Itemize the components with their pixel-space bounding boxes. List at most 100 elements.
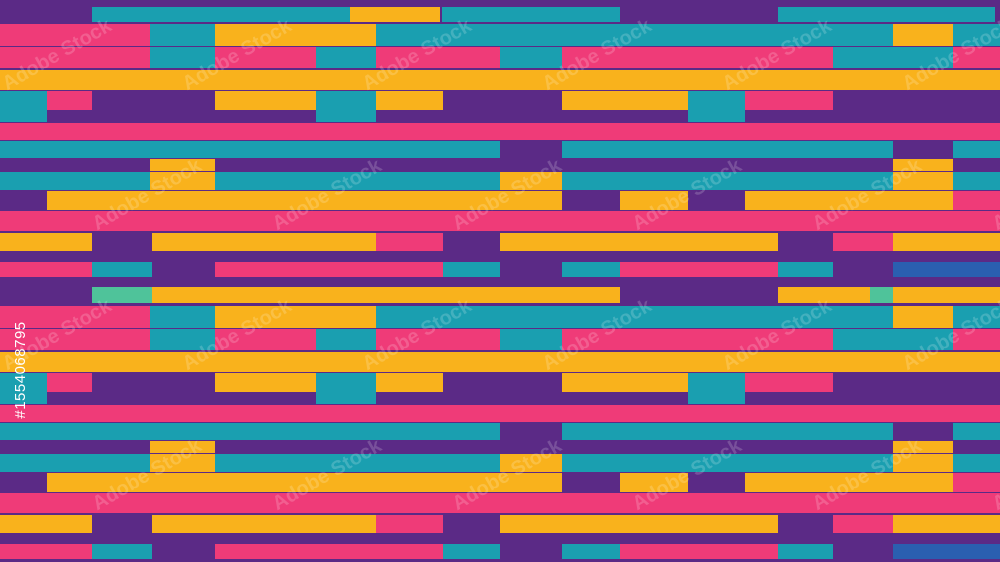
stripe	[92, 544, 152, 559]
stripe	[953, 191, 1000, 210]
stripe	[376, 515, 443, 533]
stripe	[620, 544, 778, 559]
stripe	[0, 352, 1000, 372]
stripe	[0, 141, 500, 158]
stripe	[893, 262, 1000, 277]
stripe	[215, 544, 443, 559]
stripe	[953, 172, 1000, 190]
stripe	[0, 211, 1000, 231]
stripe	[215, 373, 316, 392]
stripe	[215, 91, 316, 110]
stripe	[316, 47, 376, 68]
stripe	[620, 191, 688, 210]
stripe	[562, 423, 893, 440]
stripe	[893, 233, 1000, 251]
stripe	[150, 454, 215, 472]
stripe	[376, 306, 893, 328]
stripe	[500, 233, 778, 251]
stripe	[316, 329, 376, 350]
stripe	[150, 306, 215, 328]
stripe	[893, 24, 953, 46]
stripe	[0, 24, 150, 46]
stripe	[562, 141, 893, 158]
stripe	[47, 373, 92, 392]
stripe	[778, 262, 833, 277]
stripe	[745, 191, 953, 210]
stripe	[150, 24, 215, 46]
stripe	[0, 392, 47, 404]
stripe	[688, 373, 745, 392]
stripe	[215, 306, 376, 328]
stripe	[620, 262, 778, 277]
stripe	[150, 172, 215, 190]
stripe	[215, 172, 500, 190]
stripe	[833, 47, 953, 68]
stripe	[215, 329, 316, 350]
stripe	[953, 423, 1000, 440]
stripe	[215, 262, 443, 277]
stripe	[150, 47, 215, 68]
stripe	[316, 392, 376, 404]
stripe	[152, 233, 376, 251]
stripe	[953, 141, 1000, 158]
stripe	[443, 544, 500, 559]
stripe	[443, 262, 500, 277]
stripe	[953, 329, 1000, 350]
stripe	[745, 473, 953, 492]
stripe	[500, 172, 562, 190]
stripe	[893, 544, 1000, 559]
stripe	[953, 473, 1000, 492]
stripe	[376, 24, 893, 46]
stripe	[0, 493, 1000, 513]
stripes	[0, 7, 1000, 559]
stripe	[0, 423, 500, 440]
stripe	[893, 515, 1000, 533]
stripe	[316, 91, 376, 110]
stripe	[0, 515, 92, 533]
stripe	[778, 7, 995, 22]
stripe	[152, 287, 620, 303]
stripe	[562, 172, 893, 190]
stripe	[620, 473, 688, 492]
stripe	[0, 123, 1000, 140]
stripe	[500, 454, 562, 472]
stripe	[953, 454, 1000, 472]
stripe	[376, 47, 500, 68]
stripe	[893, 454, 953, 472]
stripe	[442, 7, 620, 22]
image-id: #1554068795	[12, 321, 29, 418]
stripe	[376, 373, 443, 392]
stripe	[92, 262, 152, 277]
stripe	[92, 287, 152, 303]
stripe	[47, 473, 562, 492]
stripe	[953, 47, 1000, 68]
stripe	[500, 515, 778, 533]
stripe	[47, 191, 562, 210]
stripe	[0, 405, 1000, 422]
stripe	[562, 454, 893, 472]
stripe	[0, 454, 150, 472]
stripe	[47, 91, 92, 110]
stripe	[0, 233, 92, 251]
stripe	[350, 7, 440, 22]
stripe	[562, 262, 620, 277]
stripe	[150, 441, 215, 453]
stripe	[953, 24, 1000, 46]
stripe	[562, 373, 688, 392]
stripe	[0, 110, 47, 122]
stripe	[745, 91, 833, 110]
stripe	[893, 306, 953, 328]
stripe	[833, 233, 893, 251]
stripe	[376, 91, 443, 110]
stripe	[316, 110, 376, 122]
stripe	[562, 91, 688, 110]
stripe	[215, 47, 316, 68]
stripe	[376, 233, 443, 251]
stripe	[0, 70, 1000, 90]
stripe	[500, 329, 562, 350]
stripe	[0, 172, 150, 190]
stripe	[0, 373, 47, 392]
stripe	[376, 329, 500, 350]
stripe	[215, 24, 376, 46]
